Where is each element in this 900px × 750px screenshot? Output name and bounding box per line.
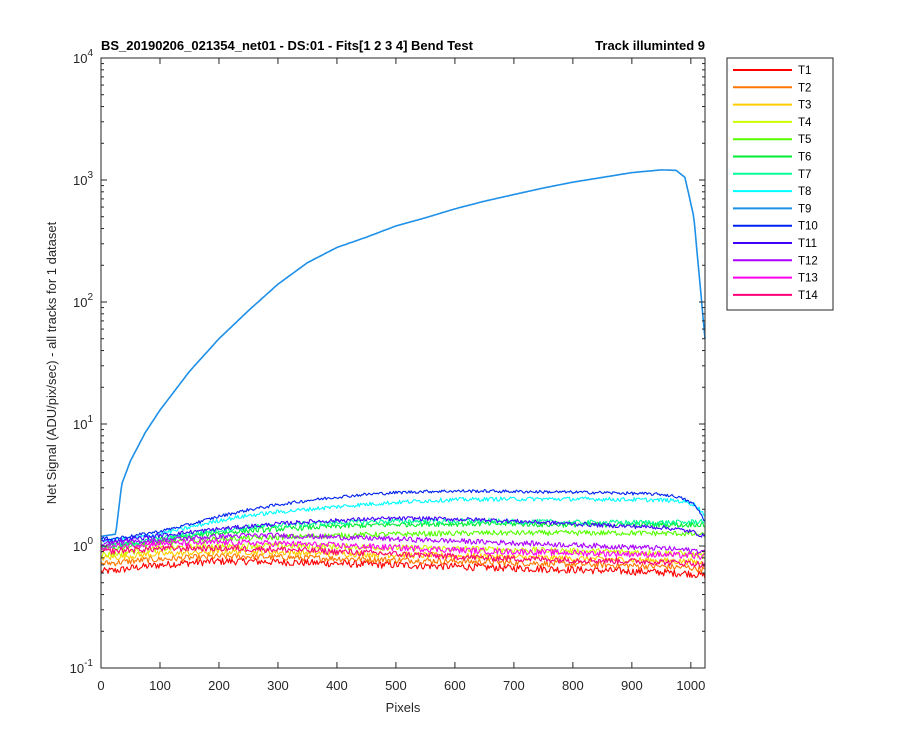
x-tick-label: 1000	[676, 678, 705, 693]
y-tick-exponent: 2	[87, 292, 93, 303]
y-axis-label: Net Signal (ADU/pix/sec) - all tracks fo…	[44, 221, 59, 504]
legend-label-t9: T9	[798, 203, 811, 215]
x-tick-label: 300	[267, 678, 289, 693]
y-tick-base: 10	[73, 173, 87, 188]
y-tick-exponent: -1	[84, 658, 93, 669]
plot-area-frame	[100, 57, 706, 669]
legend-label-t8: T8	[798, 186, 811, 198]
legend-label-t2: T2	[798, 82, 811, 94]
legend-label-t7: T7	[798, 169, 811, 181]
chart-title-right: Track illuminted 9	[595, 38, 705, 53]
x-tick-label: 400	[326, 678, 348, 693]
y-tick-base: 10	[73, 51, 87, 66]
x-axis-label: Pixels	[386, 700, 421, 715]
x-tick-label: 0	[97, 678, 104, 693]
x-tick-label: 200	[208, 678, 230, 693]
series-line-t10	[100, 489, 705, 541]
plot-area-background	[101, 58, 705, 668]
y-tick-exponent: 0	[87, 536, 93, 547]
legend-label-t12: T12	[798, 255, 818, 267]
legend-label-t13: T13	[798, 273, 818, 285]
legend: T1 T2 T3 T4 T5 T6 T7 T8 T9 T10 T11 T12 T13 T14	[726, 57, 834, 311]
legend-label-t1: T1	[798, 65, 811, 77]
y-tick-base: 10	[70, 661, 84, 676]
series-line-t9	[100, 169, 706, 538]
y-tick-label: 104	[73, 48, 93, 66]
series-line-t12	[100, 532, 706, 555]
series-line-t1	[100, 557, 706, 580]
legend-label-t6: T6	[798, 152, 811, 164]
series-line-t3	[100, 548, 706, 567]
x-tick-label: 900	[621, 678, 643, 693]
legend-label-t4: T4	[798, 117, 812, 129]
series-line-t13	[100, 539, 706, 560]
chart-title: BS_20190206_021354_net01 - DS:01 - Fits[…	[101, 38, 474, 53]
series-line-t11	[101, 515, 706, 544]
y-tick-exponent: 4	[87, 48, 93, 59]
series-line-t4	[100, 542, 706, 560]
x-tick-label: 100	[149, 678, 171, 693]
y-tick-exponent: 3	[87, 170, 93, 181]
y-tick-label: 102	[73, 292, 93, 310]
legend-label-t11: T11	[798, 238, 817, 250]
y-tick-label: 10-1	[70, 658, 94, 676]
legend-label-t10: T10	[798, 221, 818, 233]
x-tick-label: 600	[444, 678, 466, 693]
ticks-layer: 0 100 200 300 400 500 600 700 800 900 100010-11001…	[70, 48, 706, 693]
x-tick-label: 700	[503, 678, 525, 693]
legend-label-t3: T3	[798, 100, 811, 112]
x-tick-label: 800	[562, 678, 584, 693]
y-tick-base: 10	[73, 295, 87, 310]
legend-label-t5: T5	[798, 134, 811, 146]
series-layer	[100, 169, 706, 580]
y-tick-label: 101	[73, 414, 93, 432]
y-tick-base: 10	[73, 417, 87, 432]
x-tick-label: 500	[385, 678, 407, 693]
legend-label-t14: T14	[798, 290, 818, 302]
series-line-t14	[100, 544, 706, 568]
y-tick-label: 100	[73, 536, 93, 554]
legend-box	[726, 57, 834, 311]
series-line-t8	[100, 496, 706, 543]
y-tick-exponent: 1	[87, 414, 93, 425]
y-tick-label: 103	[73, 170, 93, 188]
y-tick-base: 10	[73, 539, 87, 554]
